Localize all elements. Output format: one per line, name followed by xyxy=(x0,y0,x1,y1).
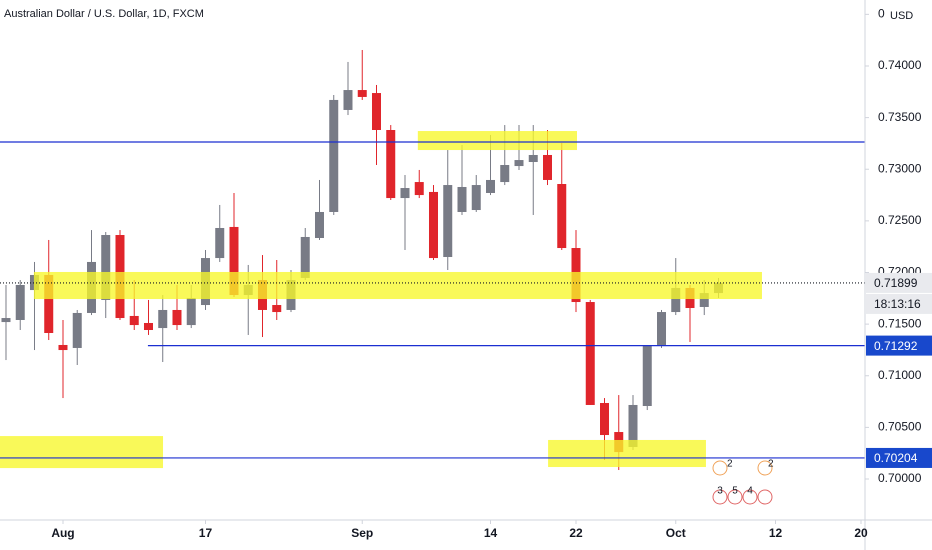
event-icon xyxy=(757,460,773,476)
candle-body xyxy=(158,309,168,329)
candle-body xyxy=(371,93,381,130)
event-icon xyxy=(757,489,773,505)
price-badge-label: 0.70204 xyxy=(874,451,918,465)
price-badge-label: 0.71292 xyxy=(874,339,918,353)
x-tick-label: 14 xyxy=(484,526,498,540)
countdown-badge xyxy=(866,293,932,314)
candle-body xyxy=(628,404,638,447)
event-icon xyxy=(712,460,728,476)
candle-body xyxy=(443,185,453,258)
candle-body xyxy=(343,90,353,110)
candle-body xyxy=(457,186,467,212)
candle-body xyxy=(400,188,410,199)
candle-body xyxy=(500,165,510,183)
currency-backdrop xyxy=(885,4,932,26)
candle-body xyxy=(428,191,438,259)
candle-body xyxy=(357,90,367,97)
candle-body xyxy=(143,322,153,331)
candle-body xyxy=(215,227,225,259)
candle-body xyxy=(101,235,111,300)
event-count: 5 xyxy=(732,486,738,497)
candle-body xyxy=(272,305,282,313)
zone xyxy=(548,439,706,468)
candle-body xyxy=(172,309,182,326)
candle-body xyxy=(528,154,538,163)
candle-body xyxy=(699,293,709,307)
zone xyxy=(33,271,762,300)
price-badge xyxy=(866,447,932,468)
event-icon xyxy=(727,489,743,505)
y-tick-label: 0.73000 xyxy=(878,161,922,175)
x-tick-label: Aug xyxy=(51,526,74,540)
candle-body xyxy=(585,302,595,405)
y-tick-label: 0.74000 xyxy=(878,58,922,72)
event-count: 3 xyxy=(717,486,723,497)
candle-body xyxy=(557,184,567,249)
x-tick-label: 17 xyxy=(199,526,213,540)
x-tick-label: 22 xyxy=(569,526,583,540)
event-icon xyxy=(712,489,728,505)
candle-body xyxy=(314,211,324,239)
event-count: 2 xyxy=(727,459,733,470)
x-tick-label: 20 xyxy=(854,526,868,540)
candle-body xyxy=(471,185,481,211)
x-tick-label: 12 xyxy=(769,526,783,540)
overlay: Australian Dollar / U.S. Dollar, 1D, FXC… xyxy=(4,4,932,505)
y-tick-label: 0.71500 xyxy=(878,316,922,330)
candle-body xyxy=(300,236,310,278)
candle-body xyxy=(657,312,667,345)
x-tick-label: Sep xyxy=(351,526,373,540)
price-badge-label: 0.71899 xyxy=(874,276,918,290)
candle-body xyxy=(1,318,11,323)
candle-body xyxy=(72,312,82,348)
candle-body xyxy=(129,315,139,326)
countdown-label: 18:13:16 xyxy=(874,297,921,311)
zone xyxy=(0,436,164,469)
plot-area xyxy=(0,49,865,471)
y-tick-label: 0.70500 xyxy=(878,420,922,434)
candle-body xyxy=(543,154,553,180)
chart-title: Australian Dollar / U.S. Dollar, 1D, FXC… xyxy=(4,8,204,20)
candle-body xyxy=(386,130,396,199)
event-markers: 2 3 5 4 2 xyxy=(712,459,774,505)
candle-body xyxy=(414,182,424,196)
y-tick-label: 0.71000 xyxy=(878,368,922,382)
candle-body xyxy=(44,274,54,334)
x-tick-label: Oct xyxy=(666,526,686,540)
candle-body xyxy=(514,160,524,167)
y-tick-label: 0.73500 xyxy=(878,110,922,124)
candle-body xyxy=(671,287,681,313)
y-tick-label: 0.70000 xyxy=(878,471,922,485)
currency-label: USD xyxy=(890,10,913,22)
candle-body xyxy=(329,99,339,212)
candle-body xyxy=(186,297,196,326)
zone xyxy=(417,131,577,151)
candle-body xyxy=(600,403,610,436)
candle-body xyxy=(642,346,652,407)
price-badge xyxy=(866,335,932,356)
candle-body xyxy=(15,284,25,320)
event-icon xyxy=(742,489,758,505)
candle-body xyxy=(229,226,239,296)
candle-body xyxy=(58,344,68,351)
candle-body xyxy=(485,179,495,193)
y-tick-label: 0.72500 xyxy=(878,213,922,227)
price-badge xyxy=(866,272,932,293)
event-count: 4 xyxy=(747,486,753,497)
event-count: 2 xyxy=(768,459,774,470)
